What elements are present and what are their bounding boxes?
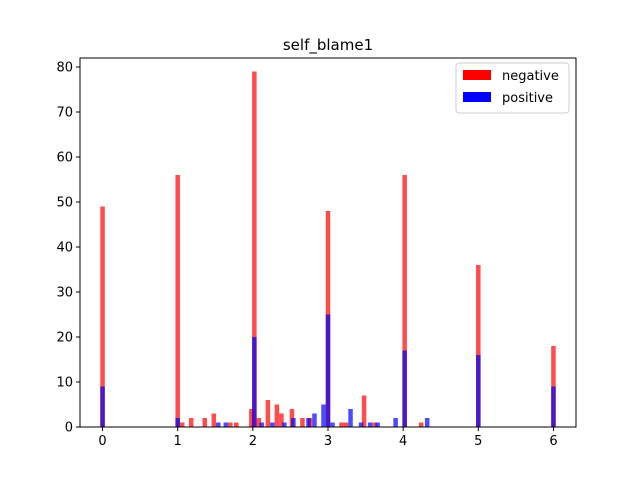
bar-negative-15 (300, 418, 305, 427)
bar-negative-2 (179, 422, 185, 427)
bar-positive-6 (270, 422, 275, 427)
bar-negative-10 (256, 418, 262, 427)
bar-negative-4 (202, 418, 208, 427)
bar-negative-21 (372, 422, 377, 427)
bar-positive-17 (375, 422, 380, 427)
bar-positive-3 (223, 422, 229, 427)
x-tick-label-6: 6 (549, 434, 557, 449)
legend-label-positive: positive (502, 91, 553, 106)
bar-positive-5 (259, 422, 265, 427)
bar-negative-22 (402, 175, 407, 427)
bar-positive-16 (367, 422, 373, 427)
bar-positive-2 (216, 422, 221, 427)
bar-positive-13 (330, 422, 335, 427)
bar-positive-9 (306, 418, 311, 427)
x-axis: 0 1 2 3 4 5 6 (98, 427, 558, 449)
bar-positive-11 (321, 404, 326, 427)
bars-layer (100, 71, 556, 427)
y-tick-label-40: 40 (56, 241, 73, 256)
x-tick-label-5: 5 (474, 434, 482, 449)
x-tick-label-1: 1 (174, 434, 182, 449)
bar-positive-4 (252, 337, 257, 427)
bar-negative-11 (265, 400, 271, 427)
y-tick-label-30: 30 (56, 286, 73, 301)
bar-negative-1 (175, 175, 180, 427)
y-tick-label-50: 50 (56, 196, 73, 211)
bar-positive-20 (424, 418, 430, 427)
y-tick-label-70: 70 (56, 106, 73, 121)
x-tick-label-3: 3 (324, 434, 332, 449)
bar-negative-24 (476, 265, 481, 427)
y-tick-label-80: 80 (56, 61, 73, 76)
plot-frame (79, 57, 577, 428)
chart-title: self_blame1 (283, 36, 373, 55)
bar-negative-9 (252, 71, 257, 427)
bar-positive-1 (175, 418, 180, 427)
bar-positive-19 (402, 350, 407, 427)
y-tick-label-10: 10 (56, 376, 73, 391)
bar-negative-7 (234, 422, 239, 427)
legend-swatch-negative (463, 70, 491, 80)
bar-negative-23 (418, 422, 424, 427)
x-tick-label-4: 4 (399, 434, 407, 449)
bar-positive-7 (282, 422, 287, 427)
bar-positive-15 (358, 422, 364, 427)
bar-positive-10 (312, 413, 317, 427)
bar-negative-3 (188, 418, 194, 427)
x-tick-label-2: 2 (249, 434, 257, 449)
bar-positive-22 (551, 386, 556, 427)
bar-positive-18 (393, 418, 398, 427)
x-tick-label-0: 0 (98, 434, 106, 449)
bar-positive-12 (325, 314, 331, 427)
bar-negative-13 (279, 413, 284, 427)
bar-positive-8 (291, 418, 296, 427)
bar-positive-21 (476, 355, 481, 427)
bar-negative-12 (274, 404, 280, 427)
y-tick-label-0: 0 (65, 421, 73, 436)
bar-negative-18 (339, 422, 344, 427)
bar-positive-0 (100, 386, 105, 427)
y-axis: 0 10 20 30 40 50 60 70 80 (56, 61, 80, 436)
bar-positive-14 (348, 409, 353, 427)
legend-swatch-positive (463, 92, 491, 102)
bar-negative-19 (343, 422, 349, 427)
legend: negative positive (455, 62, 570, 114)
bar-negative-6 (228, 422, 233, 427)
bar-negative-20 (361, 395, 367, 427)
bar-negative-0 (100, 206, 105, 427)
bar-negative-5 (211, 413, 217, 427)
y-tick-label-20: 20 (56, 331, 73, 346)
legend-label-negative: negative (502, 69, 559, 84)
bar-negative-8 (249, 409, 254, 427)
y-tick-label-60: 60 (56, 151, 73, 166)
